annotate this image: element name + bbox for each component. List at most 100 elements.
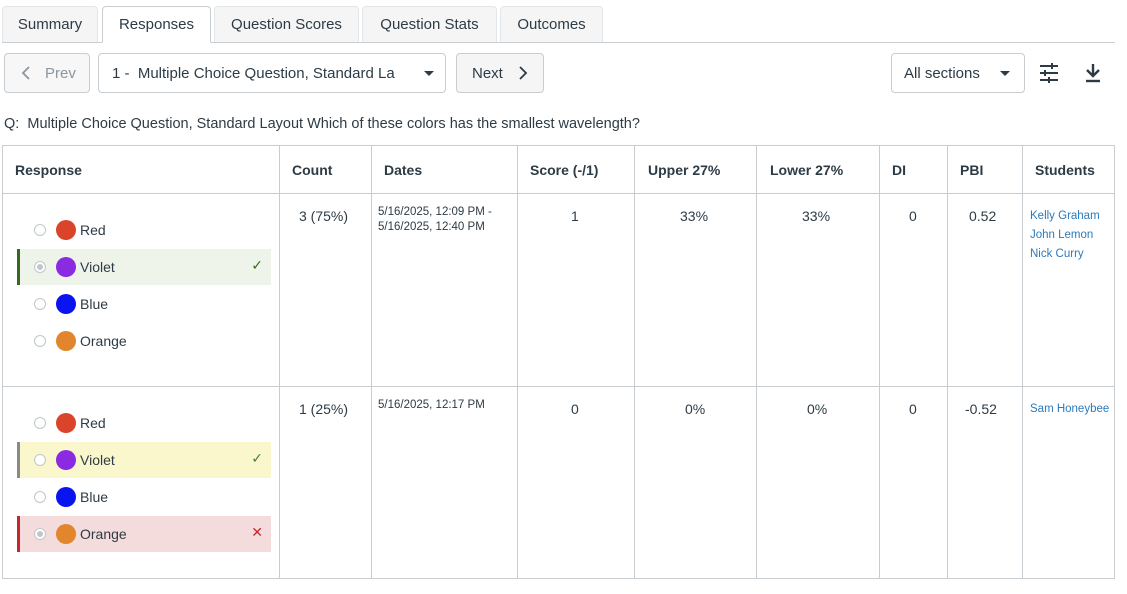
question-text: Q: Multiple Choice Question, Standard La… <box>4 116 640 132</box>
tab-question-stats[interactable]: Question Stats <box>362 6 497 42</box>
option-label: Violet <box>80 259 115 275</box>
option-label: Orange <box>80 526 127 542</box>
option-label: Violet <box>80 452 115 468</box>
header-lower: Lower 27% <box>770 162 844 178</box>
date-line: 5/16/2025, 12:09 PM - <box>378 206 492 218</box>
check-icon: ✓ <box>251 257 263 273</box>
column-divider <box>879 146 880 578</box>
score-value: 1 <box>571 208 579 224</box>
count-value: 1 (25%) <box>299 401 349 417</box>
close-icon: ✕ <box>251 524 263 540</box>
color-swatch <box>56 294 76 314</box>
radio-button <box>34 335 46 347</box>
radio-button <box>34 454 46 466</box>
tab-label: Responses <box>118 16 195 33</box>
option-orange: Orange ✕ <box>17 516 271 552</box>
radio-button <box>34 261 46 273</box>
option-blue: Blue <box>17 286 271 322</box>
column-divider <box>279 146 280 578</box>
option-violet: Violet ✓ <box>17 442 271 478</box>
column-divider <box>517 146 518 578</box>
chevron-right-icon <box>518 66 528 84</box>
sections-select-value: All sections <box>904 64 980 82</box>
question-prefix: Q: <box>4 116 20 132</box>
tab-responses[interactable]: Responses <box>102 6 211 43</box>
option-label: Red <box>80 222 106 238</box>
option-blue: Blue <box>17 479 271 515</box>
radio-button <box>34 298 46 310</box>
column-divider <box>371 146 372 578</box>
tab-label: Question Scores <box>231 16 342 33</box>
tab-question-scores[interactable]: Question Scores <box>214 6 359 42</box>
option-label: Blue <box>80 296 109 312</box>
question-select[interactable]: 1 - Multiple Choice Question, Standard L… <box>98 53 446 93</box>
upper-value: 33% <box>680 208 709 224</box>
student-link[interactable]: Kelly Graham <box>1030 210 1100 222</box>
option-red: Red <box>17 212 271 248</box>
color-swatch <box>56 257 76 277</box>
student-link[interactable]: John Lemon <box>1030 229 1094 241</box>
prev-label: Prev <box>45 64 76 82</box>
radio-button <box>34 491 46 503</box>
option-label: Blue <box>80 489 109 505</box>
count-value: 3 (75%) <box>299 208 349 224</box>
chevron-left-icon <box>21 66 31 84</box>
column-divider <box>947 146 948 578</box>
radio-button <box>34 224 46 236</box>
radio-button <box>34 417 46 429</box>
header-students: Students <box>1035 162 1095 178</box>
sections-select[interactable]: All sections <box>891 53 1025 93</box>
question-body: Multiple Choice Question, Standard Layou… <box>27 116 640 132</box>
option-violet: Violet ✓ <box>17 249 271 285</box>
check-icon: ✓ <box>251 450 263 466</box>
student-link[interactable]: Sam Honeybee <box>1030 403 1110 415</box>
column-divider <box>634 146 635 578</box>
row-divider <box>3 386 1114 387</box>
header-upper: Upper 27% <box>648 162 721 178</box>
student-link[interactable]: Nick Curry <box>1030 248 1084 260</box>
tab-label: Question Stats <box>380 16 479 33</box>
next-label: Next <box>472 64 503 82</box>
option-red: Red <box>17 405 271 441</box>
di-value: 0 <box>909 208 917 224</box>
column-divider <box>756 146 757 578</box>
color-swatch <box>56 331 76 351</box>
radio-button <box>34 528 46 540</box>
tab-label: Summary <box>17 16 83 33</box>
date-line: 5/16/2025, 12:40 PM <box>378 221 485 233</box>
option-label: Red <box>80 415 106 431</box>
header-di: DI <box>892 162 906 178</box>
date-line: 5/16/2025, 12:17 PM <box>378 399 485 411</box>
di-value: 0 <box>909 401 917 417</box>
lower-value: 0% <box>807 401 828 417</box>
score-value: 0 <box>571 401 579 417</box>
responses-table: Response Count Dates Score (-/1) Upper 2… <box>2 145 1115 579</box>
color-swatch <box>56 220 76 240</box>
color-swatch <box>56 450 76 470</box>
prev-button[interactable]: Prev <box>4 53 90 93</box>
tab-outcomes[interactable]: Outcomes <box>500 6 603 42</box>
option-label: Orange <box>80 333 127 349</box>
tab-bar: Summary Responses Question Scores Questi… <box>2 6 1115 43</box>
tab-summary[interactable]: Summary <box>2 6 98 42</box>
color-swatch <box>56 524 76 544</box>
chevron-down-icon <box>424 71 434 76</box>
column-divider <box>1022 146 1023 578</box>
download-icon[interactable] <box>1084 63 1102 83</box>
color-swatch <box>56 487 76 507</box>
header-score: Score (-/1) <box>530 162 599 178</box>
chevron-down-icon <box>1000 71 1010 76</box>
sliders-icon[interactable] <box>1038 62 1060 84</box>
tab-label: Outcomes <box>517 16 586 33</box>
upper-value: 0% <box>685 401 706 417</box>
color-swatch <box>56 413 76 433</box>
pbi-value: -0.52 <box>965 401 997 417</box>
header-count: Count <box>292 162 333 178</box>
question-select-value: 1 - Multiple Choice Question, Standard L… <box>112 64 395 82</box>
row-divider <box>3 193 1114 194</box>
lower-value: 33% <box>802 208 831 224</box>
option-orange: Orange <box>17 323 271 359</box>
pbi-value: 0.52 <box>969 208 997 224</box>
header-dates: Dates <box>384 162 423 178</box>
next-button[interactable]: Next <box>456 53 544 93</box>
